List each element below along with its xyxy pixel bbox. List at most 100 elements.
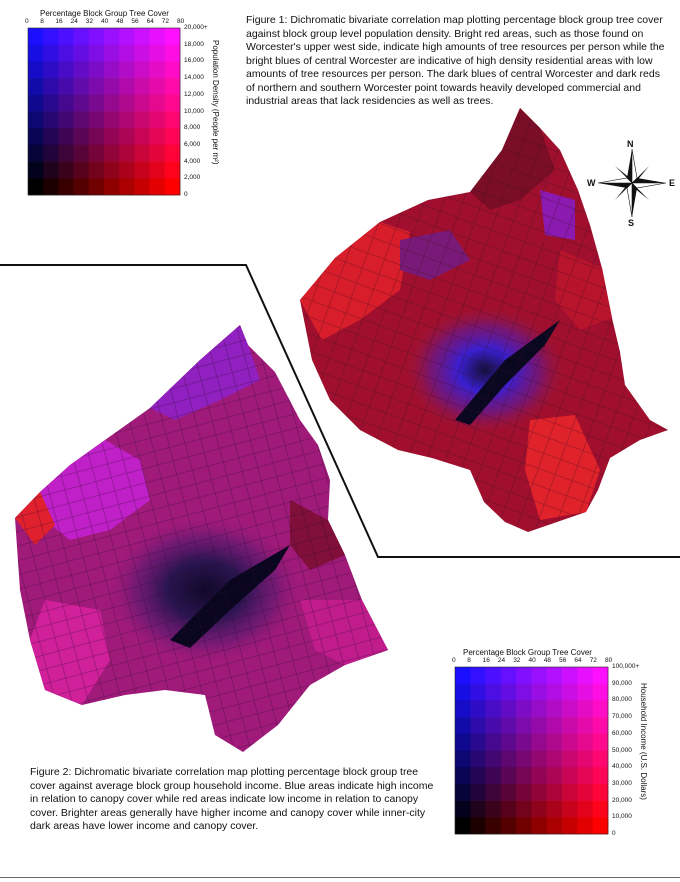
legend-y-tick: 70,000	[612, 713, 632, 721]
legend-cell	[149, 61, 166, 79]
legend-cell	[470, 700, 486, 718]
legend-cell	[470, 800, 486, 818]
legend-cell	[577, 800, 593, 818]
legend-x-tick: 56	[559, 657, 567, 664]
legend-y-tick: 16,000	[184, 57, 204, 65]
legend-cell	[500, 800, 517, 818]
map-figure2	[15, 325, 388, 752]
legend-cell	[592, 783, 609, 801]
legend-cell	[592, 733, 609, 751]
legend-cell	[119, 111, 135, 129]
legend-cell	[73, 28, 90, 45]
legend-cell	[134, 111, 150, 129]
legend-cell	[43, 94, 59, 112]
legend-y-tick: 20,000	[612, 796, 632, 804]
figure2-caption: Figure 2: Dichromatic bivariate correlat…	[30, 766, 434, 832]
legend-cell	[58, 94, 74, 112]
legend-cell	[546, 700, 563, 718]
legend-cell	[73, 178, 90, 196]
legend-cell	[470, 733, 486, 751]
legend-cell	[28, 111, 44, 129]
legend-cell	[43, 128, 59, 146]
legend-cell	[28, 161, 44, 179]
legend-cell	[73, 78, 90, 96]
legend-cell	[119, 28, 135, 45]
legend-cell	[73, 161, 90, 179]
legend-cell	[470, 750, 486, 768]
legend-cell	[73, 128, 90, 146]
legend-cell	[58, 61, 74, 79]
legend-cell	[88, 94, 105, 112]
legend-cell	[119, 61, 135, 79]
legend-cell	[134, 78, 150, 96]
legend-cell	[500, 817, 517, 835]
legend-x-tick: 56	[131, 18, 139, 25]
legend-cell	[577, 717, 593, 735]
legend-cell	[58, 78, 74, 96]
legend-density-title: Percentage Block Group Tree Cover	[40, 9, 169, 18]
legend-cell	[58, 144, 74, 162]
legend-cell	[119, 178, 135, 196]
legend-cell	[104, 61, 120, 79]
legend-cell	[58, 128, 74, 146]
legend-y-tick: 10,000	[612, 813, 632, 821]
legend-cell	[577, 817, 593, 835]
compass-south-label: S	[628, 218, 635, 228]
legend-cell	[516, 683, 532, 701]
legend-cell	[43, 44, 59, 62]
legend-cell	[531, 783, 548, 801]
legend-cell	[134, 144, 150, 162]
legend-cell	[164, 44, 181, 62]
legend-cell	[562, 783, 578, 801]
legend-cell	[88, 111, 105, 129]
legend-cell	[485, 783, 502, 801]
legend-x-tick: 48	[543, 657, 552, 664]
legend-cell	[500, 733, 517, 751]
legend-cell	[516, 733, 532, 751]
legend-cell	[500, 750, 517, 768]
legend-cell	[88, 144, 105, 162]
legend-cell	[104, 178, 120, 196]
legend-cell	[531, 767, 548, 785]
legend-cell	[500, 700, 517, 718]
legend-cell	[516, 783, 532, 801]
compass-east-label: E	[669, 178, 676, 188]
legend-cell	[119, 78, 135, 96]
legend-y-tick: 60,000	[612, 729, 632, 737]
legend-cell	[28, 178, 44, 196]
legend-border	[27, 27, 181, 196]
legend-y-tick: 18,000	[184, 40, 204, 48]
legend-y-tick: 4,000	[184, 157, 201, 165]
legend-cell	[470, 667, 486, 684]
legend-cell	[500, 783, 517, 801]
legend-cell	[592, 750, 609, 768]
legend-cell	[485, 700, 502, 718]
legend-cell	[134, 61, 150, 79]
legend-x-tick: 72	[589, 657, 597, 664]
legend-cell	[592, 817, 609, 835]
legend-cell	[58, 44, 74, 62]
legend-cell	[592, 767, 609, 785]
legend-cell	[119, 94, 135, 112]
legend-cell	[455, 700, 471, 718]
legend-cell	[43, 111, 59, 129]
legend-cell	[516, 800, 532, 818]
legend-cell	[577, 700, 593, 718]
legend-cell	[455, 767, 471, 785]
legend-cell	[43, 28, 59, 45]
legend-cell	[546, 717, 563, 735]
legend-cell	[455, 750, 471, 768]
legend-cell	[500, 667, 517, 684]
legend-cell	[531, 733, 548, 751]
legend-cell	[470, 767, 486, 785]
legend-cell	[164, 144, 181, 162]
legend-cell	[485, 667, 502, 684]
legend-cell	[485, 683, 502, 701]
legend-y-tick: 8,000	[184, 124, 201, 132]
legend-cell	[562, 667, 578, 684]
legend-cell	[531, 700, 548, 718]
legend-cell	[562, 683, 578, 701]
legend-cell	[149, 111, 166, 129]
legend-x-tick: 16	[482, 657, 490, 664]
legend-cell	[88, 128, 105, 146]
